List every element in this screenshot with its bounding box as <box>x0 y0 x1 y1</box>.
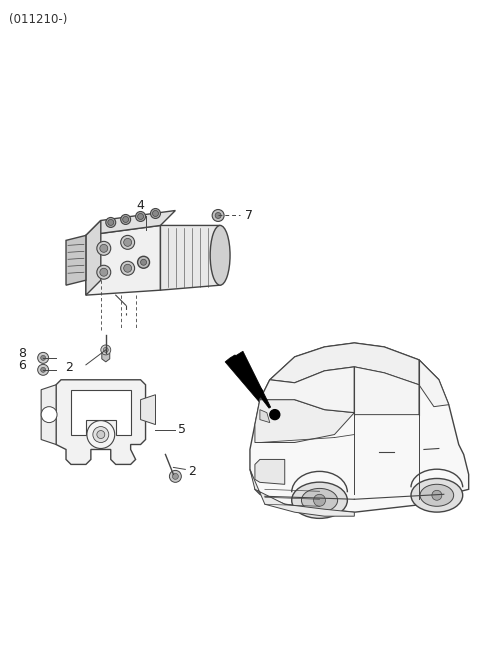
Circle shape <box>172 474 179 479</box>
Polygon shape <box>260 409 270 422</box>
Circle shape <box>101 345 111 355</box>
Circle shape <box>120 214 131 225</box>
Polygon shape <box>225 355 270 407</box>
Circle shape <box>120 261 134 275</box>
Circle shape <box>153 210 158 216</box>
Polygon shape <box>255 380 354 443</box>
Circle shape <box>103 347 108 352</box>
Circle shape <box>270 409 280 420</box>
Circle shape <box>37 352 48 364</box>
Circle shape <box>151 208 160 219</box>
Text: 6: 6 <box>18 360 26 372</box>
Ellipse shape <box>301 489 337 512</box>
Ellipse shape <box>411 478 463 512</box>
Polygon shape <box>41 384 56 445</box>
Polygon shape <box>270 343 439 384</box>
Circle shape <box>41 356 46 360</box>
Circle shape <box>93 426 109 443</box>
Polygon shape <box>86 210 175 235</box>
Circle shape <box>169 470 181 482</box>
Polygon shape <box>71 390 131 434</box>
Text: 4: 4 <box>137 200 144 212</box>
Circle shape <box>215 212 221 219</box>
Circle shape <box>97 430 105 439</box>
Ellipse shape <box>292 482 348 518</box>
Circle shape <box>124 238 132 246</box>
Polygon shape <box>66 235 86 285</box>
Circle shape <box>124 264 132 272</box>
Circle shape <box>123 216 129 223</box>
Circle shape <box>138 214 144 219</box>
Circle shape <box>108 219 114 225</box>
Polygon shape <box>160 225 220 290</box>
Circle shape <box>212 210 224 221</box>
Circle shape <box>313 495 325 506</box>
Circle shape <box>270 409 280 420</box>
Circle shape <box>41 407 57 422</box>
Ellipse shape <box>420 484 454 506</box>
Text: 8: 8 <box>18 347 26 360</box>
Circle shape <box>100 244 108 252</box>
Polygon shape <box>255 459 285 484</box>
Polygon shape <box>86 221 101 295</box>
Polygon shape <box>260 367 354 413</box>
Text: 2: 2 <box>188 465 196 478</box>
Circle shape <box>41 367 46 372</box>
Polygon shape <box>141 395 156 424</box>
Text: 2: 2 <box>65 362 73 374</box>
Polygon shape <box>354 367 419 415</box>
Text: (011210-): (011210-) <box>9 13 68 26</box>
Circle shape <box>97 241 111 255</box>
Polygon shape <box>250 470 354 516</box>
Polygon shape <box>56 380 145 464</box>
Polygon shape <box>231 351 271 408</box>
Circle shape <box>37 364 48 375</box>
Circle shape <box>87 421 115 449</box>
Text: 5: 5 <box>179 423 186 436</box>
Circle shape <box>106 217 116 227</box>
Circle shape <box>136 212 145 221</box>
Circle shape <box>141 259 146 265</box>
Polygon shape <box>419 360 449 407</box>
Ellipse shape <box>210 225 230 285</box>
Circle shape <box>432 491 442 500</box>
Circle shape <box>100 269 108 276</box>
Polygon shape <box>102 353 110 362</box>
Circle shape <box>138 256 150 269</box>
Polygon shape <box>86 225 160 295</box>
Circle shape <box>97 265 111 279</box>
Text: 7: 7 <box>245 209 253 222</box>
Circle shape <box>120 235 134 250</box>
Polygon shape <box>250 343 468 512</box>
